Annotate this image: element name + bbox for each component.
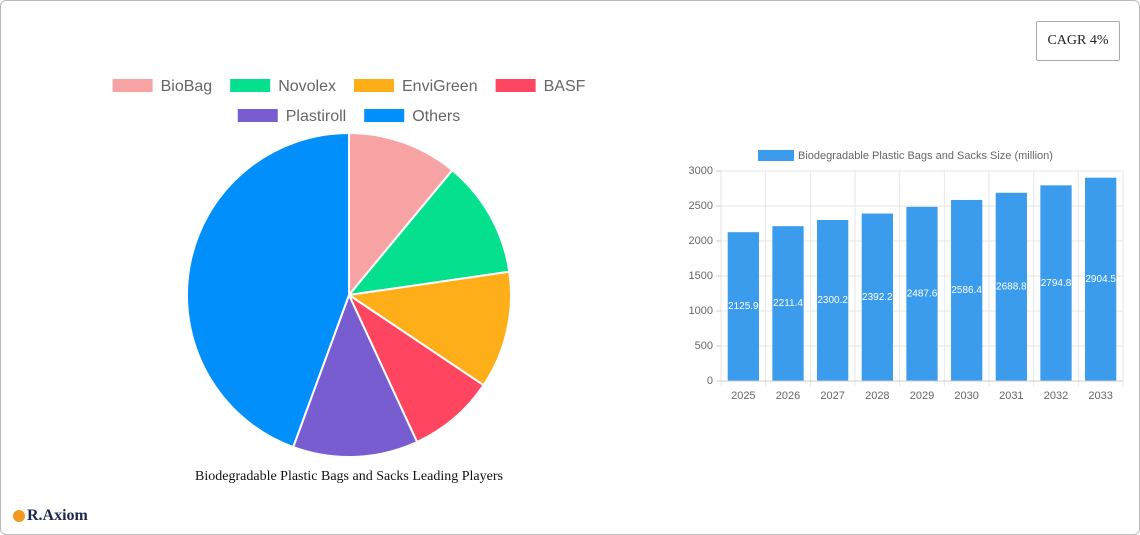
cagr-badge: CAGR 4% [1036,21,1120,61]
bar [995,192,1027,381]
legend-swatch [364,109,405,122]
brand-text: R.Axiom [27,507,88,524]
y-tick-label: 0 [707,375,713,387]
legend-label: BASF [544,78,586,95]
legend-label: BioBag [161,78,213,95]
bar-value-label: 2586.4 [951,285,982,296]
brand: R.Axiom [13,507,88,525]
x-tick-label: 2033 [1088,390,1112,402]
y-tick-label: 2000 [689,235,713,247]
legend-swatch [230,79,271,92]
y-tick-label: 1500 [689,270,713,282]
legend-swatch [237,109,278,122]
legend-swatch [495,79,536,92]
y-tick-label: 3000 [689,165,713,177]
x-tick-label: 2028 [865,390,889,402]
legend-label: Novolex [278,78,336,95]
y-tick-label: 1000 [689,305,713,317]
x-tick-label: 2025 [731,390,755,402]
bar-value-label: 2125.9 [728,301,759,312]
bar [1040,185,1072,381]
pie-slice [186,131,350,449]
bar-value-label: 2300.2 [817,295,848,306]
bar [951,199,983,381]
bar-value-label: 2904.5 [1085,274,1116,285]
bar [817,219,849,381]
x-tick-label: 2030 [954,390,978,402]
legend-swatch [112,79,153,92]
legend-label: EnviGreen [402,78,478,95]
x-tick-label: 2027 [820,390,844,402]
pie-slice [346,168,511,297]
bar-value-label: 2487.6 [907,289,938,300]
legend-label: Plastiroll [286,108,346,125]
pie-slice [348,131,454,298]
x-tick-label: 2029 [910,390,934,402]
pie-slice [346,270,512,387]
legend-label: Others [412,108,460,125]
x-tick-label: 2032 [1044,390,1068,402]
bar [727,232,759,381]
chart-title: Biodegradable Plastic Bags and Sacks Lea… [195,469,503,484]
bar-value-label: 2688.8 [996,282,1027,293]
y-tick-label: 500 [695,340,713,352]
bar-value-label: 2392.2 [862,292,893,303]
bar-value-label: 2211.4 [773,298,803,309]
bar-value-label: 2794.8 [1041,278,1072,289]
brand-icon [13,510,25,522]
bar [1085,177,1117,381]
bar [861,213,893,381]
legend-swatch [758,150,794,161]
legend-label: Biodegradable Plastic Bags and Sacks Siz… [798,150,1053,162]
y-tick-label: 2500 [689,200,713,212]
pie-slice [291,292,419,458]
legend-swatch [354,79,395,92]
bar [906,206,938,381]
bar [772,226,804,381]
x-tick-label: 2026 [776,390,800,402]
x-tick-label: 2031 [999,390,1023,402]
pie-slice [346,292,485,444]
